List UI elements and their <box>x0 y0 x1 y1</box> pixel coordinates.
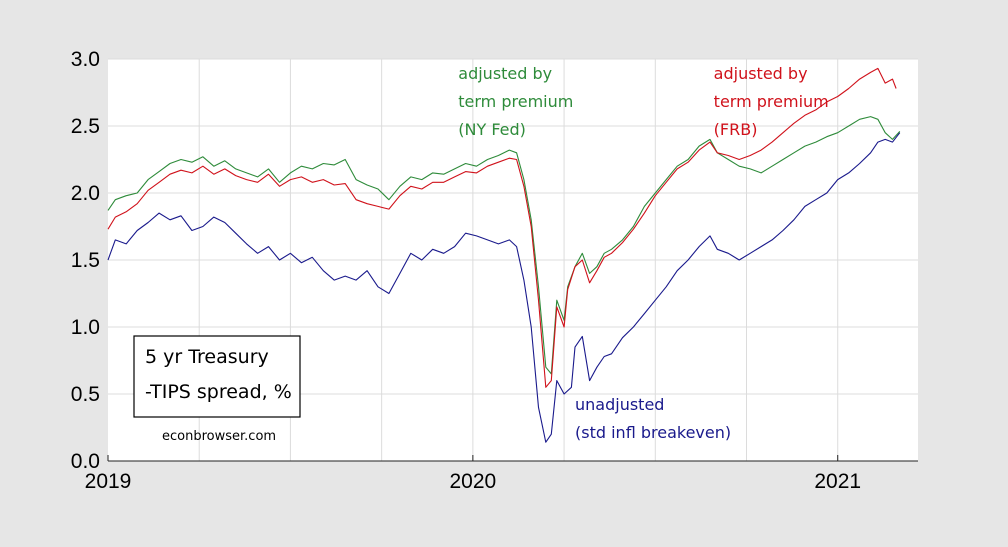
x-tick-label-2: 2021 <box>814 470 861 493</box>
y-tick-label-5: 2.5 <box>71 115 100 138</box>
annotation-0-line-0: adjusted by <box>458 64 552 83</box>
series-line-2 <box>107 132 901 443</box>
label-box-line-1: 5 yr Treasury <box>145 346 269 368</box>
annotation-0-line-2: (NY Fed) <box>458 120 526 139</box>
annotation-0-line-1: term premium <box>458 92 573 111</box>
annotation-1-line-0: adjusted by <box>714 64 808 83</box>
source-text: econbrowser.com <box>162 429 276 444</box>
x-tick-label-0: 2019 <box>85 470 132 493</box>
series-line-0 <box>107 116 901 375</box>
y-tick-label-3: 1.5 <box>71 249 100 272</box>
y-tick-label-2: 1.0 <box>71 316 100 339</box>
y-tick-label-6: 3.0 <box>71 48 100 71</box>
annotation-1-line-2: (FRB) <box>714 120 758 139</box>
annotation-2-line-0: unadjusted <box>575 395 664 414</box>
y-tick-labels: 0.0 0.5 1.0 1.5 2.0 2.5 3.0 <box>71 48 100 473</box>
label-box-line-2: -TIPS spread, % <box>145 381 292 403</box>
series-group <box>107 67 901 443</box>
annotations: adjusted by term premium (NY Fed) adjusted … <box>458 64 828 442</box>
annotation-1-line-1: term premium <box>714 92 829 111</box>
y-tick-label-1: 0.5 <box>71 383 100 406</box>
label-box-frame <box>133 335 301 418</box>
x-tick-labels: 2019 2020 2021 <box>85 470 861 493</box>
annotation-2-line-1: (std infl breakeven) <box>575 423 731 442</box>
x-tick-label-1: 2020 <box>450 470 497 493</box>
y-tick-label-4: 2.0 <box>71 182 100 205</box>
y-tick-label-0: 0.0 <box>71 450 100 473</box>
label-box: 5 yr Treasury -TIPS spread, % <box>133 335 301 418</box>
series-line-1 <box>107 67 897 388</box>
